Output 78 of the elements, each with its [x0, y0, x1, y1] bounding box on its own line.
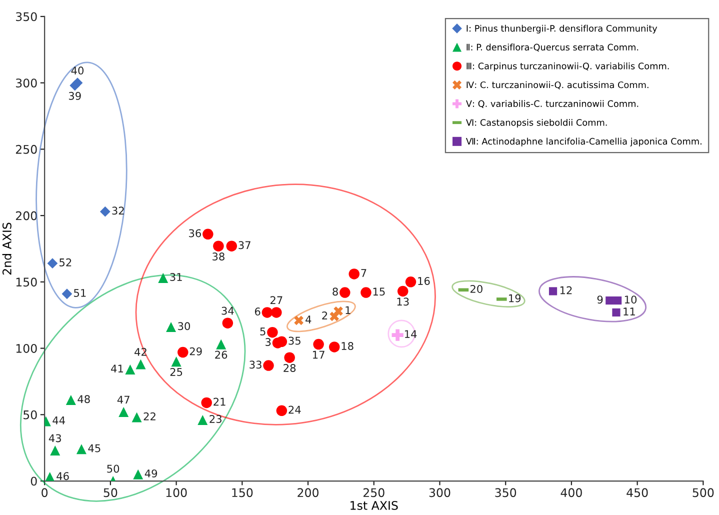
x-tick-label: 500	[692, 488, 714, 498]
y-tick-label: 200	[16, 211, 37, 220]
annotation: 21	[214, 398, 226, 406]
annotation: 52	[60, 258, 72, 266]
y-tick-label: 350	[16, 12, 37, 22]
y-tick-label: 100	[16, 344, 37, 353]
annotation: 50	[107, 464, 120, 473]
y-tick-label: 300	[16, 78, 37, 88]
x-tick-label: 250	[363, 488, 384, 498]
y-tick-label: 150	[16, 278, 37, 287]
annotation: 27	[270, 296, 282, 304]
x-tick-label: 150	[232, 488, 253, 498]
legend-label: Ⅳ: C. turczaninowii-Q. acutissima Comm.	[466, 81, 648, 90]
y-tick-label: 250	[16, 144, 37, 154]
annotation: 28	[284, 364, 296, 372]
annotation: 35	[288, 336, 300, 345]
legend-label: Ⅲ: Carpinus turczaninowii-Q. variabilis Comm.	[466, 62, 669, 72]
annotation: 37	[238, 241, 250, 250]
annotation: 9	[597, 296, 603, 304]
annotation: 48	[78, 395, 90, 404]
annotation: 33	[250, 360, 262, 369]
annotation: 13	[397, 298, 409, 306]
annotation: 5	[260, 328, 266, 336]
annotation: 39	[68, 92, 81, 100]
legend-label: Ⅶ: Actinodaphne lancifolia-Camellia japonica Comm.	[466, 138, 702, 146]
annotation: 18	[342, 342, 354, 350]
x-tick-label: 400	[560, 488, 582, 498]
annotation: 29	[190, 347, 202, 356]
annotation: 20	[470, 284, 482, 293]
annotation: 4	[306, 316, 312, 324]
x-tick-label: 0	[42, 488, 48, 498]
annotation: 46	[56, 472, 69, 480]
legend-label: Ⅰ: Pinus thunbergii-P. densiflora Community	[466, 24, 658, 34]
annotation: 41	[111, 364, 123, 372]
legend-label: Ⅱ: P. densiflora-Quercus serrata Comm.	[466, 44, 638, 52]
x-tick-label: 450	[626, 488, 648, 498]
annotation: 24	[288, 406, 301, 414]
y-tick-label: 0	[30, 476, 37, 486]
annotation: 30	[178, 322, 190, 330]
annotation: 49	[144, 469, 158, 478]
annotation: 1	[346, 306, 350, 314]
annotation: 2	[322, 312, 328, 320]
annotation: 26	[215, 350, 228, 359]
annotation: 10	[624, 296, 637, 304]
annotation: 43	[48, 434, 61, 442]
annotation: 19	[509, 294, 521, 302]
annotation: 8	[332, 288, 338, 296]
annotation: 45	[88, 444, 100, 452]
annotation: 15	[373, 288, 385, 296]
annotation: 22	[144, 412, 156, 420]
x-tick-label: 350	[495, 488, 516, 498]
annotation: 7	[361, 269, 366, 277]
annotation: 47	[117, 396, 130, 404]
annotation: 38	[212, 252, 224, 261]
x-tick-label: 100	[166, 488, 187, 498]
y-tick-label: 50	[24, 410, 37, 420]
legend-label: Ⅵ: Castanopsis sieboldii Comm.	[466, 118, 607, 128]
annotation: 14	[405, 330, 417, 338]
annotation: 11	[624, 308, 635, 316]
annotation: 16	[418, 277, 430, 285]
annotation: 51	[74, 289, 86, 297]
annotation: 23	[210, 415, 222, 424]
annotation: 40	[71, 66, 84, 75]
x-axis-title: 1st AXIS	[350, 500, 398, 510]
annotation: 36	[189, 229, 201, 238]
annotation: 32	[112, 206, 124, 215]
y-axis-title: 2nd AXIS	[2, 222, 12, 275]
annotation: 44	[52, 416, 65, 424]
annotation: 17	[313, 350, 324, 359]
annotation: 12	[560, 286, 572, 294]
annotation: 25	[170, 368, 182, 376]
legend-label: Ⅴ: Q. variabilis-C. turczaninowii Comm.	[466, 100, 638, 108]
annotation: 3	[266, 338, 271, 346]
x-tick-label: 50	[104, 488, 118, 498]
x-tick-label: 200	[298, 488, 318, 498]
annotation: 34	[222, 306, 234, 315]
x-tick-label: 300	[429, 488, 450, 498]
annotation: 6	[254, 308, 260, 316]
